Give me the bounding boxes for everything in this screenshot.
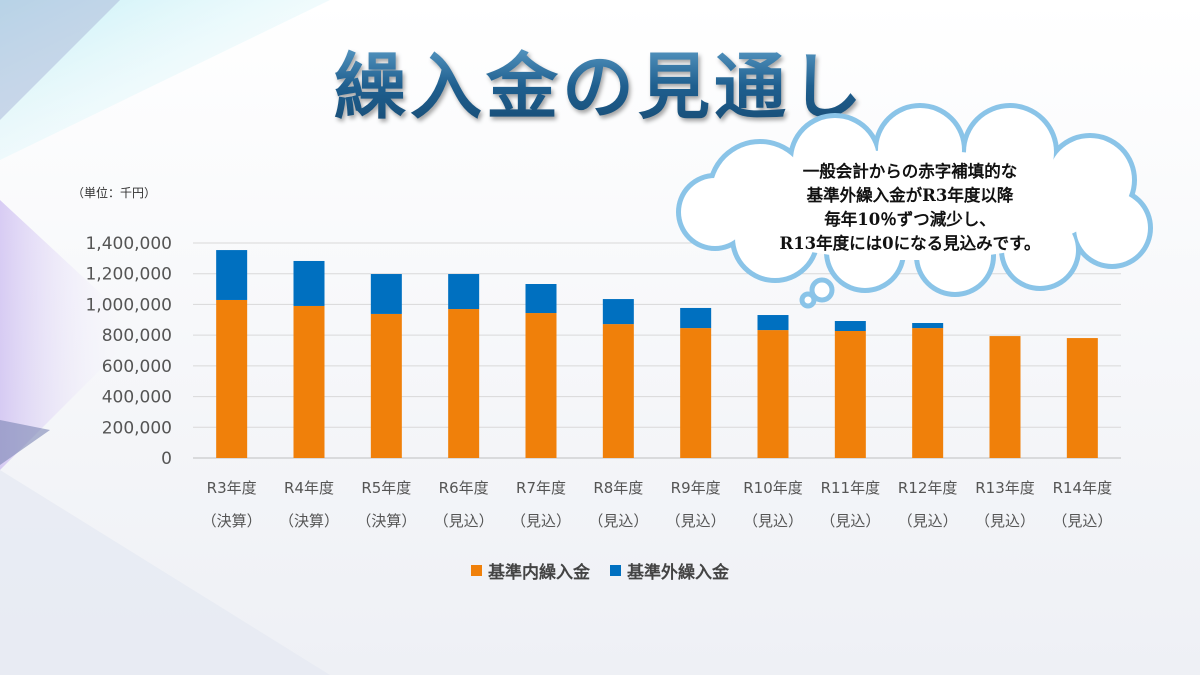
x-tick-label: R8年度 — [593, 479, 643, 497]
x-tick-label: R13年度 — [975, 479, 1035, 497]
thought-bubble — [809, 277, 835, 303]
x-tick-sublabel: （決算） — [279, 512, 339, 530]
y-tick-label: 1,000,000 — [85, 295, 172, 315]
x-tick-sublabel: （見込） — [975, 512, 1035, 530]
bar-outer — [680, 307, 712, 329]
legend-label: 基準外繰入金 — [627, 563, 729, 583]
bar-inner — [525, 313, 557, 458]
x-tick-label: R14年度 — [1053, 479, 1113, 497]
x-tick-label: R5年度 — [361, 479, 411, 497]
x-tick-sublabel: （見込） — [898, 512, 958, 530]
x-tick-sublabel: （決算） — [202, 512, 262, 530]
page-title: 繰入金の見通し — [0, 28, 1200, 133]
x-tick-sublabel: （見込） — [666, 512, 726, 530]
x-tick-label: R6年度 — [439, 479, 489, 497]
bar-inner — [912, 328, 944, 458]
bar-outer — [370, 274, 402, 314]
x-tick-sublabel: （見込） — [511, 512, 571, 530]
legend-swatch — [610, 565, 621, 576]
x-tick-label: R10年度 — [743, 479, 803, 497]
x-tick-sublabel: （見込） — [743, 512, 803, 530]
bar-inner — [602, 324, 634, 458]
bar-outer — [602, 299, 634, 325]
x-tick-label: R12年度 — [898, 479, 958, 497]
callout-line: 一般会計からの赤字補填的な — [802, 162, 1018, 181]
callout-line: R13年度には0になる見込みです。 — [779, 234, 1041, 253]
callout-text: 一般会計からの赤字補填的な 基準外繰入金がR3年度以降 毎年10％ずつ減少し、 … — [700, 160, 1120, 256]
y-tick-label: 600,000 — [102, 357, 172, 377]
bar-inner — [293, 305, 325, 458]
x-tick-label: R7年度 — [516, 479, 566, 497]
x-tick-label: R9年度 — [671, 479, 721, 497]
x-tick-sublabel: （決算） — [356, 512, 416, 530]
bar-inner — [989, 336, 1021, 458]
x-tick-sublabel: （見込） — [434, 512, 494, 530]
y-tick-label: 1,400,000 — [85, 234, 172, 254]
unit-label: （単位：千円） — [72, 186, 157, 200]
bar-inner — [757, 330, 789, 458]
cloud-body — [720, 150, 1100, 260]
bar-inner — [680, 328, 712, 458]
thought-bubble — [799, 291, 817, 309]
chart-legend: 基準内繰入金 基準外繰入金 — [0, 558, 1200, 583]
bar-outer — [757, 315, 789, 331]
x-tick-sublabel: （見込） — [820, 512, 880, 530]
bar-outer — [525, 284, 557, 314]
y-tick-label: 0 — [161, 449, 172, 469]
y-tick-label: 800,000 — [102, 326, 172, 346]
x-tick-label: R11年度 — [821, 479, 881, 497]
callout-line: 基準外繰入金がR3年度以降 — [806, 186, 1014, 205]
y-tick-label: 1,200,000 — [85, 265, 172, 285]
legend-item-outer: 基準外繰入金 — [610, 558, 729, 583]
x-tick-sublabel: （見込） — [588, 512, 648, 530]
bar-inner — [448, 309, 480, 458]
bar-inner — [834, 330, 866, 458]
x-tick-label: R4年度 — [284, 479, 334, 497]
callout-line: 毎年10％ずつ減少し、 — [824, 210, 996, 229]
legend-swatch — [471, 565, 482, 576]
bar-inner — [370, 313, 402, 458]
x-tick-sublabel: （見込） — [1052, 512, 1112, 530]
legend-label: 基準内繰入金 — [488, 563, 590, 583]
bar-outer — [216, 250, 248, 300]
legend-item-inner: 基準内繰入金 — [471, 558, 590, 583]
bar-outer — [448, 274, 480, 310]
x-tick-label: R3年度 — [207, 479, 257, 497]
bar-inner — [1066, 338, 1098, 458]
bar-outer — [912, 323, 944, 329]
bar-outer — [834, 321, 866, 331]
bar-outer — [293, 260, 325, 306]
y-tick-label: 400,000 — [102, 388, 172, 408]
y-tick-label: 200,000 — [102, 418, 172, 438]
bar-inner — [216, 299, 248, 458]
